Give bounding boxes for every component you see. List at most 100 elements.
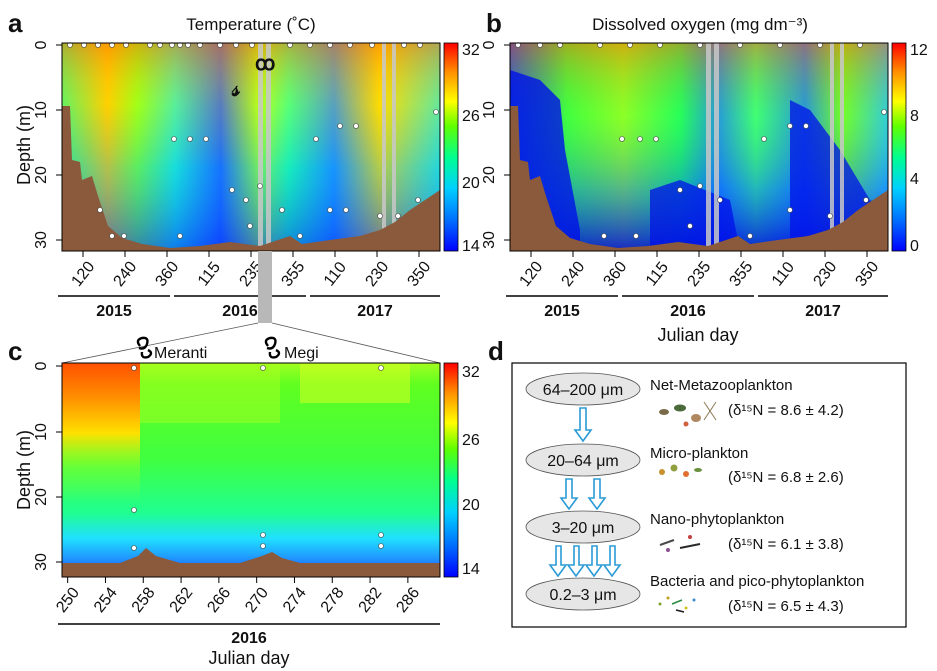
flow-arrow: [559, 478, 579, 511]
panel-c-warm-layer: [62, 363, 140, 503]
x-tick-label: 120: [69, 258, 99, 290]
panel-letter-c: c: [8, 336, 22, 366]
sample-point: [171, 136, 177, 142]
colorbar-tick: 14: [462, 238, 480, 255]
panel-b-seafloor: [510, 106, 888, 251]
organism-illustrations: [658, 401, 717, 613]
sample-point: [633, 233, 639, 239]
y-tick-label: 10: [481, 101, 498, 119]
x-tick-label: 270: [242, 584, 272, 616]
sample-point: [121, 233, 127, 239]
x-tick-label: 355: [727, 258, 757, 290]
sample-point: [378, 365, 384, 371]
y-tick-label: 0: [33, 361, 50, 370]
flow-arrows: [548, 407, 622, 578]
panel-b-sample-points: [515, 42, 887, 239]
x-tick-label: 235: [685, 258, 715, 290]
size-class-ellipse: [525, 372, 641, 406]
panel-c-yticks: 0 10 20 30: [33, 361, 62, 571]
x-tick-label: 286: [393, 584, 423, 616]
size-class-ellipse: [525, 577, 641, 611]
sample-point: [619, 136, 625, 142]
size-class-label: 20–64 μm: [547, 453, 618, 470]
flow-arrow: [584, 545, 604, 578]
colorbar: [443, 42, 459, 252]
x-tick-label: 350: [853, 258, 883, 290]
y-tick-label: 30: [33, 231, 50, 249]
storm-bar: [382, 43, 386, 251]
sample-point: [433, 109, 439, 115]
panel-b-storm-bars: [706, 43, 844, 251]
x-tick-label: 274: [280, 584, 310, 616]
year-label: 2016: [670, 303, 706, 320]
group-labels: Net-Metazooplankton (δ¹⁵N = 8.6 ± 4.2) M…: [650, 377, 864, 615]
panel-letter-a: a: [8, 8, 23, 38]
panel-c-xticks: 250 254 258 262 266 270 274 278 282 286: [53, 577, 423, 616]
panel-c-colorbar: 32 26 20 14: [443, 362, 480, 578]
y-tick-label: 30: [33, 553, 50, 571]
nanoplankton-icon: [659, 535, 701, 552]
storm-bar: [392, 43, 396, 251]
panel-a-storm-markers: ꝏ: [255, 53, 275, 75]
zoom-connector: [61, 251, 441, 364]
group-name: Net-Metazooplankton: [650, 377, 793, 394]
sample-point: [787, 123, 793, 129]
sample-point: [260, 532, 266, 538]
year-label: 2015: [96, 303, 132, 320]
colorbar-tick: 26: [462, 432, 480, 449]
x-tick-label: 254: [91, 584, 121, 616]
panel-letter-b: b: [486, 8, 502, 38]
panel-b-yticks: 0 10 20 30: [481, 40, 510, 249]
size-class-ellipse: [525, 510, 641, 544]
storm-bar: [266, 43, 271, 251]
panel-a-seafloor: [62, 106, 440, 251]
flow-arrow: [548, 545, 568, 578]
colorbar-tick: 32: [462, 364, 480, 381]
x-tick-label: 230: [811, 258, 841, 290]
panel-c-xlabel: Julian day: [208, 648, 289, 668]
group-name: Micro-plankton: [650, 445, 748, 462]
x-tick-label: 360: [601, 258, 631, 290]
size-class-ellipses: 64–200 μm 20–64 μm 3–20 μm 0.2–3 μm: [525, 372, 641, 611]
y-tick-label: 20: [481, 166, 498, 184]
sample-point: [327, 207, 333, 213]
panel-a-typhoon-icons: 𝓈: [231, 76, 241, 101]
panel-a-ylabel: Depth (m): [14, 105, 34, 185]
x-tick-label: 240: [559, 258, 589, 290]
group-value: (δ¹⁵N = 6.8 ± 2.6): [728, 469, 844, 486]
sample-point: [97, 207, 103, 213]
size-class-label: 3–20 μm: [552, 520, 615, 537]
colorbar-tick: 8: [910, 108, 919, 125]
colorbar-tick: 12: [910, 42, 928, 59]
y-tick-label: 20: [33, 488, 50, 506]
sample-point: [415, 197, 421, 203]
panel-b-xlabel: Julian day: [657, 325, 738, 345]
sample-point: [377, 213, 383, 219]
sample-point: [279, 207, 285, 213]
group-value: (δ¹⁵N = 6.5 ± 4.3): [728, 598, 844, 615]
sample-point: [747, 233, 753, 239]
group-value: (δ¹⁵N = 8.6 ± 4.2): [728, 402, 844, 419]
sample-point: [337, 123, 343, 129]
flow-arrow: [587, 478, 607, 511]
colorbar-tick: 32: [462, 42, 480, 59]
sample-point: [297, 233, 303, 239]
x-tick-label: 266: [204, 584, 234, 616]
colorbar: [443, 362, 459, 578]
panel-b: Dissolved oxygen (mg dm⁻³): [481, 15, 928, 345]
sample-point: [260, 365, 266, 371]
y-tick-label: 0: [33, 40, 50, 49]
sample-point: [257, 183, 263, 189]
storm-bar: [706, 43, 711, 251]
size-class-label: 0.2–3 μm: [549, 587, 616, 604]
panel-c-seafloor: [62, 548, 440, 577]
zoom-bar: [258, 251, 272, 323]
year-label: 2017: [357, 303, 393, 320]
panel-a-sample-points: [67, 42, 439, 239]
panel-c-mixed-layer: [140, 363, 280, 423]
panel-b-colorbar: 12 8 4 0: [891, 42, 928, 255]
colorbar-tick: 4: [910, 171, 919, 188]
zooplankton-icon: [659, 401, 717, 427]
sample-point: [787, 207, 793, 213]
